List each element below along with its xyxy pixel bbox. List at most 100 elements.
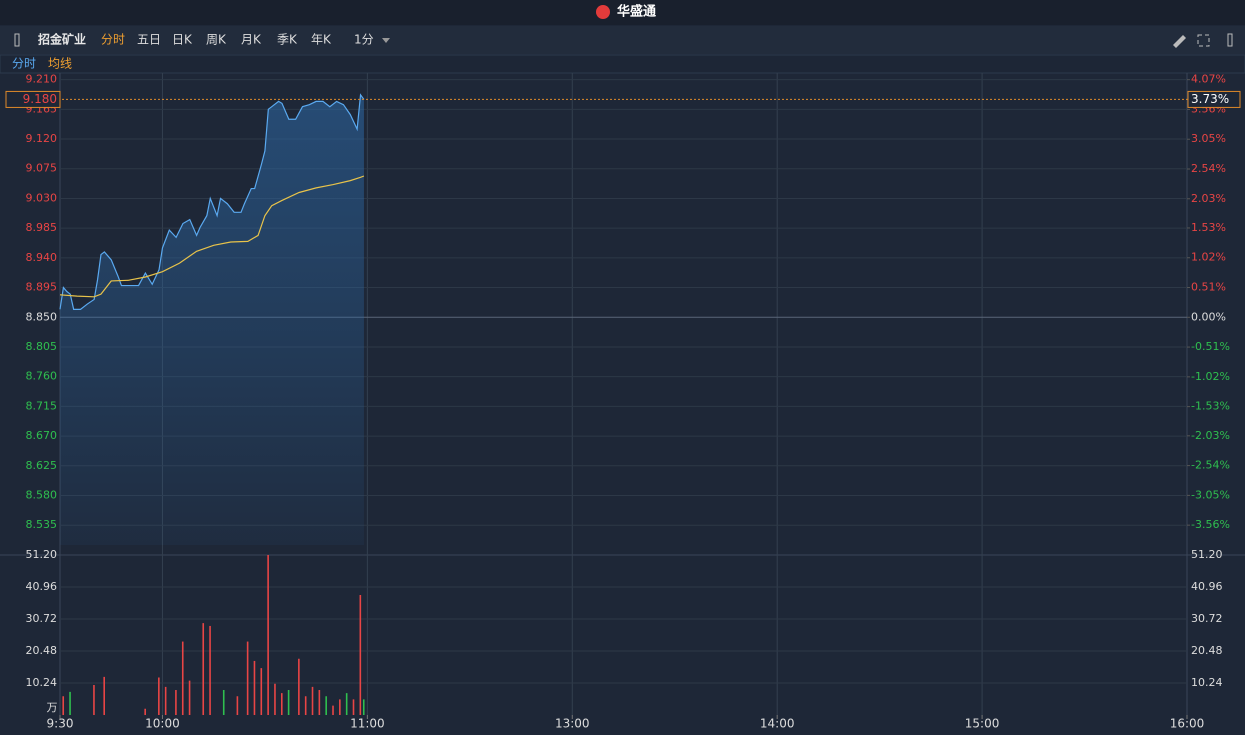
y-tick-label: 8.535 xyxy=(26,518,58,531)
x-tick-label: 11:00 xyxy=(350,717,385,731)
volume-bar xyxy=(274,683,276,715)
brand: 华盛通 xyxy=(617,4,656,20)
volume-bar xyxy=(298,658,300,715)
volume-bar xyxy=(103,676,105,715)
volume-tick-label: 51.20 xyxy=(26,548,58,561)
volume-bar xyxy=(181,641,184,715)
volume-bar xyxy=(280,693,283,715)
tab[interactable]: 五日 xyxy=(137,33,161,47)
volume-bar xyxy=(318,690,321,715)
interval[interactable]: 1分 xyxy=(354,33,374,47)
y2-tick-label: -2.54% xyxy=(1191,459,1230,472)
volume-bar xyxy=(287,690,290,715)
current-change: 3.73% xyxy=(1191,92,1229,106)
legend-entry: 均线 xyxy=(48,57,72,71)
y2-tick-label: 3.05% xyxy=(1191,132,1226,145)
volume-bar xyxy=(222,690,225,715)
price-line xyxy=(59,93,365,310)
volume-tick-label-right: 30.72 xyxy=(1191,612,1223,625)
volume-bar xyxy=(202,623,205,715)
x-tick-label: 13:00 xyxy=(555,717,590,731)
y2-tick-label: -1.02% xyxy=(1191,370,1230,383)
fullscreen-icon[interactable] xyxy=(1197,34,1210,47)
current-change-box xyxy=(1187,90,1241,108)
y-tick-label: 9.030 xyxy=(26,191,58,204)
y2-tick-label: 0.51% xyxy=(1191,281,1226,294)
current-price-box xyxy=(5,90,61,108)
volume-bar xyxy=(253,660,256,715)
tab[interactable]: 日K xyxy=(172,33,193,47)
y-tick-label: 8.940 xyxy=(26,251,58,264)
volume-bar xyxy=(325,696,327,715)
x-tick-label: 9:30 xyxy=(47,717,74,731)
x-tick-label: 15:00 xyxy=(965,717,1000,731)
volume-bar xyxy=(359,595,362,715)
volume-bar xyxy=(352,699,355,715)
y-tick-label: 9.210 xyxy=(26,73,58,86)
volume-bar xyxy=(339,699,341,715)
tab[interactable]: 年K xyxy=(311,33,332,47)
x-tick-label: 14:00 xyxy=(760,717,795,731)
y-tick-label: 8.670 xyxy=(26,429,58,442)
volume-bar xyxy=(332,705,334,715)
edit-icon[interactable] xyxy=(1173,35,1186,48)
y2-tick-label: -3.56% xyxy=(1191,518,1230,531)
y2-tick-label: 2.03% xyxy=(1191,192,1226,205)
x-tick-label: 10:00 xyxy=(145,717,180,731)
volume-tick-label-right: 10.24 xyxy=(1191,676,1223,689)
volume-bar xyxy=(158,677,160,715)
y2-tick-label: -0.51% xyxy=(1191,340,1230,353)
legend-row xyxy=(0,54,1245,74)
volume-tick-label-right: 40.96 xyxy=(1191,580,1223,593)
volume-tick-label-right: 20.48 xyxy=(1191,644,1223,657)
y-tick-label: 8.580 xyxy=(26,488,58,501)
volume-bar xyxy=(93,685,95,715)
y2-tick-label: -2.03% xyxy=(1191,429,1230,442)
x-tick-label: 16:00 xyxy=(1170,717,1205,731)
dropdown-arrow[interactable] xyxy=(382,38,390,43)
y2-tick-label: -1.53% xyxy=(1191,400,1230,413)
volume-bar xyxy=(164,686,167,715)
volume-bar xyxy=(62,696,65,715)
y2-tick-label: 2.54% xyxy=(1191,162,1226,175)
legend-entry: 分时 xyxy=(12,57,36,71)
volume-tick-label: 30.72 xyxy=(26,612,58,625)
y-tick-label: 8.760 xyxy=(26,370,58,383)
volume-bar xyxy=(345,693,348,715)
volume-bar xyxy=(311,686,314,715)
y-tick-label: 9.075 xyxy=(26,162,58,175)
y-tick-label: 9.120 xyxy=(26,132,58,145)
volume-tick-label: 40.96 xyxy=(26,580,58,593)
volume-unit: 万 xyxy=(47,701,58,714)
y-tick-label: 8.850 xyxy=(26,310,58,323)
y-tick-label: 8.625 xyxy=(26,459,58,472)
brand-logo xyxy=(596,5,610,19)
volume-bar xyxy=(188,680,191,715)
stock-name: 招金矿业 xyxy=(38,32,86,47)
volume-bar xyxy=(260,668,263,715)
tab[interactable]: 季K xyxy=(277,33,298,47)
volume-bar xyxy=(209,625,211,715)
volume-bar xyxy=(144,708,146,715)
y-tick-label: 8.805 xyxy=(26,340,58,353)
volume-tick-label: 20.48 xyxy=(26,644,58,657)
average-line xyxy=(59,175,365,298)
volume-bar xyxy=(69,691,71,715)
y-tick-label: 8.895 xyxy=(26,281,58,294)
y2-tick-label: -3.05% xyxy=(1191,488,1230,501)
tab[interactable]: 分时 xyxy=(101,33,125,47)
y2-tick-label: 4.07% xyxy=(1191,73,1226,86)
volume-bar xyxy=(246,641,249,715)
volume-bar xyxy=(175,690,177,715)
toolbar xyxy=(0,26,1245,54)
collapse-left-icon[interactable] xyxy=(14,33,20,47)
y2-tick-label: 1.53% xyxy=(1191,221,1226,234)
volume-bar xyxy=(304,696,307,715)
collapse-right-icon[interactable] xyxy=(1227,33,1233,47)
tab[interactable]: 周K xyxy=(206,33,227,47)
top-bar xyxy=(0,0,1245,25)
tab[interactable]: 月K xyxy=(241,33,262,47)
volume-tick-label: 10.24 xyxy=(26,676,58,689)
